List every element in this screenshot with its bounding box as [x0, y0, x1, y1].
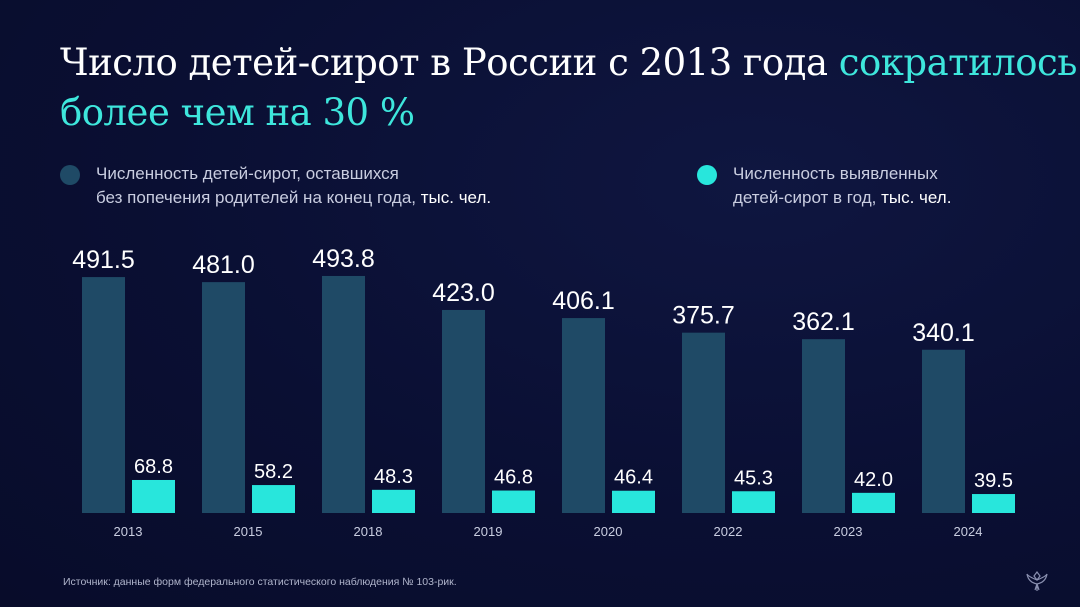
legend-item-orphans-identified: Численность выявленных детей-сирот в год,… [697, 162, 951, 210]
legend-text: Численность выявленных [733, 164, 938, 183]
bar-identified [732, 491, 775, 513]
data-label: 423.0 [432, 279, 495, 307]
data-label: 58.2 [254, 461, 293, 483]
bar-identified [972, 494, 1015, 513]
bar-total [442, 309, 485, 513]
bar-total [562, 318, 605, 513]
data-label: 493.8 [312, 245, 375, 273]
bar-identified [492, 490, 535, 513]
legend-dot-light [697, 165, 717, 185]
legend-unit: тыс. чел. [881, 188, 952, 207]
data-label: 68.8 [134, 456, 173, 478]
legend-text: детей-сирот в год, [733, 188, 882, 207]
x-tick-label: 2022 [714, 524, 743, 539]
x-tick-label: 2018 [354, 524, 383, 539]
x-tick-label: 2024 [954, 524, 983, 539]
title-highlight: сократилось [838, 41, 1078, 84]
x-tick-label: 2020 [594, 524, 623, 539]
bar-total [322, 275, 365, 513]
data-label: 46.4 [614, 467, 653, 489]
source-note: Источник: данные форм федерального стати… [63, 576, 457, 588]
bar-total [82, 277, 125, 513]
page-title: Число детей-сирот в России с 2013 года с… [60, 38, 1077, 138]
data-label: 46.8 [494, 467, 533, 489]
legend-text: без попечения родителей на конец года, [96, 188, 421, 207]
x-tick-label: 2013 [114, 524, 143, 539]
bar-identified [612, 490, 655, 513]
data-label: 340.1 [912, 319, 975, 347]
bar-total [922, 349, 965, 513]
data-label: 48.3 [374, 466, 413, 488]
emblem-icon [1026, 571, 1048, 591]
legend-text: Численность детей-сирот, оставшихся [96, 164, 399, 183]
x-tick-label: 2023 [834, 524, 863, 539]
legend-unit: тыс. чел. [420, 188, 492, 207]
bar-identified [372, 489, 415, 513]
data-label: 42.0 [854, 469, 893, 491]
title-text: Число детей-сирот в России с 2013 года [60, 41, 839, 84]
data-label: 362.1 [792, 308, 855, 336]
x-tick-label: 2015 [234, 524, 263, 539]
legend-item-orphans-total: Численность детей-сирот, оставшихся без п… [60, 162, 491, 210]
legend-dot-dark [60, 165, 80, 185]
bar-total [202, 282, 245, 513]
bar-total [682, 332, 725, 513]
data-label: 375.7 [672, 302, 735, 330]
data-label: 406.1 [552, 287, 615, 315]
title-highlight-2: более чем на 30 % [60, 91, 415, 134]
bar-identified [252, 485, 295, 513]
bar-total [802, 339, 845, 513]
bar-identified [852, 492, 895, 513]
data-label: 45.3 [734, 467, 773, 489]
x-tick-label: 2019 [474, 524, 503, 539]
bar-identified [132, 479, 175, 513]
data-label: 491.5 [72, 246, 135, 274]
data-label: 481.0 [192, 251, 255, 279]
data-label: 39.5 [974, 470, 1013, 492]
